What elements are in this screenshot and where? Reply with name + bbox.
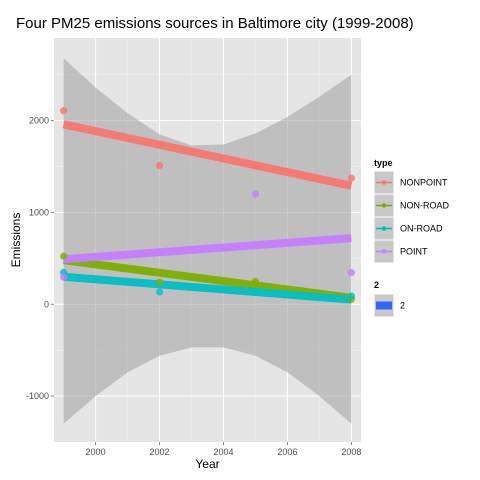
x-axis-title: Year — [195, 457, 219, 471]
legend-key-point — [381, 203, 387, 208]
legend-label-nonpoint: NONPOINT — [400, 178, 448, 188]
fit-line-nonpoint — [62, 120, 353, 190]
legend: type NONPOINT NON-ROAD ON-ROAD POINT 2 2 — [373, 158, 449, 318]
y-axis-ticks: -1000 0 1000 2000 — [26, 116, 54, 401]
confidence-bands — [63, 58, 352, 424]
data-point-nonpoint — [155, 162, 164, 170]
legend-type-keys: NONPOINT NON-ROAD ON-ROAD POINT — [373, 170, 449, 264]
data-point-point — [251, 190, 260, 198]
legend-label-point: POINT — [400, 247, 428, 257]
legend-type-title: type — [374, 158, 393, 168]
legend-label-non-road: NON-ROAD — [400, 201, 449, 211]
fit-line-on-road — [63, 272, 352, 304]
data-point-point — [59, 273, 68, 281]
data-points — [59, 107, 356, 303]
data-point-nonpoint — [251, 162, 260, 170]
x-tick-label: 2008 — [341, 447, 361, 457]
grid-minor — [54, 38, 361, 442]
confidence-band — [63, 58, 352, 424]
legend-size-title: 2 — [374, 280, 379, 290]
grid-major — [54, 38, 361, 442]
y-axis-title: Emissions — [9, 213, 23, 268]
confidence-band — [63, 58, 352, 424]
x-tick-label: 2000 — [86, 447, 106, 457]
confidence-band — [63, 58, 352, 424]
y-tick-label: -1000 — [26, 391, 49, 401]
fit-line-point — [63, 234, 352, 264]
chart-title: Four PM25 emissions sources in Baltimore… — [16, 15, 414, 32]
x-axis-ticks: 2000 2002 2004 2006 2008 — [86, 442, 361, 457]
confidence-band — [63, 58, 352, 424]
data-point-point — [155, 248, 164, 256]
data-point-point — [347, 268, 356, 277]
data-point-on-road — [155, 288, 164, 296]
legend-key-point — [381, 249, 387, 254]
y-tick-label: 0 — [44, 299, 49, 309]
data-point-on-road — [347, 292, 356, 300]
legend-key-point — [381, 180, 387, 185]
legend-size-label: 2 — [400, 301, 405, 311]
data-point-non-road — [59, 252, 68, 260]
legend-size-swatch — [376, 301, 392, 310]
x-tick-label: 2002 — [150, 447, 170, 457]
y-tick-label: 1000 — [29, 207, 49, 217]
fit-lines — [62, 120, 353, 304]
data-point-non-road — [251, 277, 260, 286]
data-point-on-road — [251, 288, 260, 296]
x-tick-label: 2006 — [277, 447, 297, 457]
legend-label-on-road: ON-ROAD — [400, 224, 443, 234]
data-point-non-road — [155, 278, 164, 286]
x-tick-label: 2004 — [213, 447, 233, 457]
fit-line-non-road — [63, 256, 352, 302]
y-tick-label: 2000 — [29, 116, 49, 126]
legend-size-keys: 2 — [373, 293, 405, 318]
data-point-nonpoint — [347, 174, 356, 182]
data-point-nonpoint — [59, 107, 68, 115]
legend-key-point — [381, 226, 387, 231]
